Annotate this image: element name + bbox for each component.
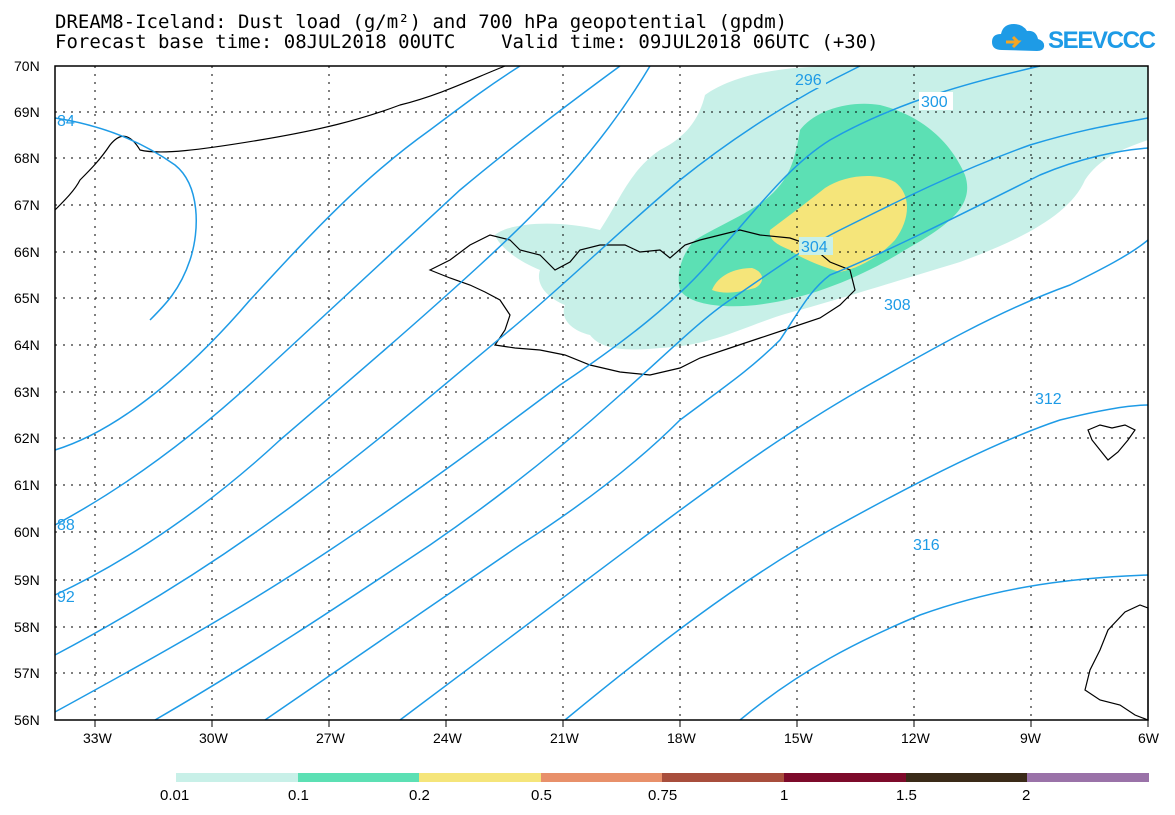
lat-label: 66N bbox=[14, 244, 40, 260]
forecast-time-line: Forecast base time: 08JUL2018 00UTC Vali… bbox=[55, 31, 879, 53]
map-title: DREAM8-Iceland: Dust load (g/m²) and 700… bbox=[55, 11, 788, 33]
faroe-islands bbox=[1087, 424, 1136, 461]
contour-label-296: 296 bbox=[795, 72, 822, 89]
colorbar-label: 2 bbox=[1022, 787, 1030, 804]
colorbar-label: 0.1 bbox=[288, 787, 309, 804]
lat-label: 69N bbox=[14, 104, 40, 120]
lat-label: 64N bbox=[14, 337, 40, 353]
contour-300 bbox=[154, 117, 1149, 721]
lat-label: 60N bbox=[14, 524, 40, 540]
contour-label-312: 312 bbox=[1035, 391, 1062, 408]
lon-label: 30W bbox=[199, 730, 229, 746]
contour-label-284: 84 bbox=[57, 113, 75, 130]
lat-label: 70N bbox=[14, 58, 40, 74]
colorbar-label: 0.75 bbox=[648, 787, 677, 804]
contour-312 bbox=[564, 404, 1149, 721]
geopotential-contours bbox=[54, 65, 1149, 721]
colorbar-swatch bbox=[662, 773, 784, 782]
coastlines bbox=[54, 65, 1149, 721]
latitude-labels: 70N 69N 68N 67N 66N 65N 64N 63N 62N 61N … bbox=[14, 58, 40, 728]
lat-label: 62N bbox=[14, 430, 40, 446]
lon-label: 6W bbox=[1138, 730, 1160, 746]
contour-284 bbox=[54, 117, 197, 321]
lat-label: 58N bbox=[14, 619, 40, 635]
colorbar-label: 0.01 bbox=[160, 787, 189, 804]
dust-load-shading bbox=[495, 65, 1148, 350]
greenland-coast bbox=[54, 65, 506, 211]
lon-label: 33W bbox=[83, 730, 113, 746]
colorbar-swatch bbox=[419, 773, 541, 782]
lon-label: 15W bbox=[784, 730, 814, 746]
colorbar-label: 0.5 bbox=[531, 787, 552, 804]
contour-label-304: 304 bbox=[801, 239, 828, 256]
longitude-labels: 33W 30W 27W 24W 21W 18W 15W 12W 9W 6W bbox=[83, 730, 1160, 746]
lat-label: 56N bbox=[14, 712, 40, 728]
contour-288 bbox=[54, 65, 621, 526]
contour-label-288: 88 bbox=[57, 517, 75, 534]
lat-label: 67N bbox=[14, 197, 40, 213]
contour-label-300: 300 bbox=[921, 94, 948, 111]
lat-label: 68N bbox=[14, 150, 40, 166]
lat-label: 65N bbox=[14, 290, 40, 306]
colorbar-label: 1 bbox=[780, 787, 788, 804]
lat-label: 61N bbox=[14, 477, 40, 493]
contour-292 bbox=[54, 65, 651, 596]
lon-label: 9W bbox=[1020, 730, 1042, 746]
lat-label: 57N bbox=[14, 665, 40, 681]
lon-label: 12W bbox=[901, 730, 931, 746]
logo-text: SEEVCCC bbox=[1048, 27, 1156, 54]
cloud-icon bbox=[992, 24, 1045, 51]
iceland-coast bbox=[428, 229, 856, 376]
scotland-coast bbox=[1084, 604, 1149, 721]
contour-296 bbox=[54, 65, 1041, 713]
contour-label-group: 296 300 304 308 312 316 84 88 92 bbox=[57, 70, 1067, 606]
seevccc-logo: SEEVCCC bbox=[992, 24, 1156, 54]
lat-label: 59N bbox=[14, 572, 40, 588]
colorbar: 0.01 0.1 0.2 0.5 0.75 1 1.5 2 bbox=[160, 773, 1149, 804]
map-frame bbox=[54, 65, 1149, 721]
colorbar-swatch bbox=[784, 773, 906, 782]
lon-label: 21W bbox=[550, 730, 580, 746]
colorbar-swatch bbox=[1027, 773, 1149, 782]
colorbar-swatch bbox=[298, 773, 419, 782]
axis-ticks bbox=[94, 720, 1149, 727]
contour-label-308: 308 bbox=[884, 297, 911, 314]
lon-label: 24W bbox=[433, 730, 463, 746]
lat-label: 63N bbox=[14, 384, 40, 400]
colorbar-swatch bbox=[906, 773, 1027, 782]
contour-label-316: 316 bbox=[913, 537, 940, 554]
contour-308 bbox=[399, 239, 1149, 721]
colorbar-label: 0.2 bbox=[409, 787, 430, 804]
colorbar-swatch bbox=[541, 773, 662, 782]
colorbar-label: 1.5 bbox=[896, 787, 917, 804]
contour-316 bbox=[739, 574, 1149, 721]
contour-304 bbox=[264, 147, 1149, 721]
contour-label-292: 92 bbox=[57, 589, 75, 606]
colorbar-swatch bbox=[176, 773, 298, 782]
lon-label: 18W bbox=[667, 730, 697, 746]
lon-label: 27W bbox=[316, 730, 346, 746]
